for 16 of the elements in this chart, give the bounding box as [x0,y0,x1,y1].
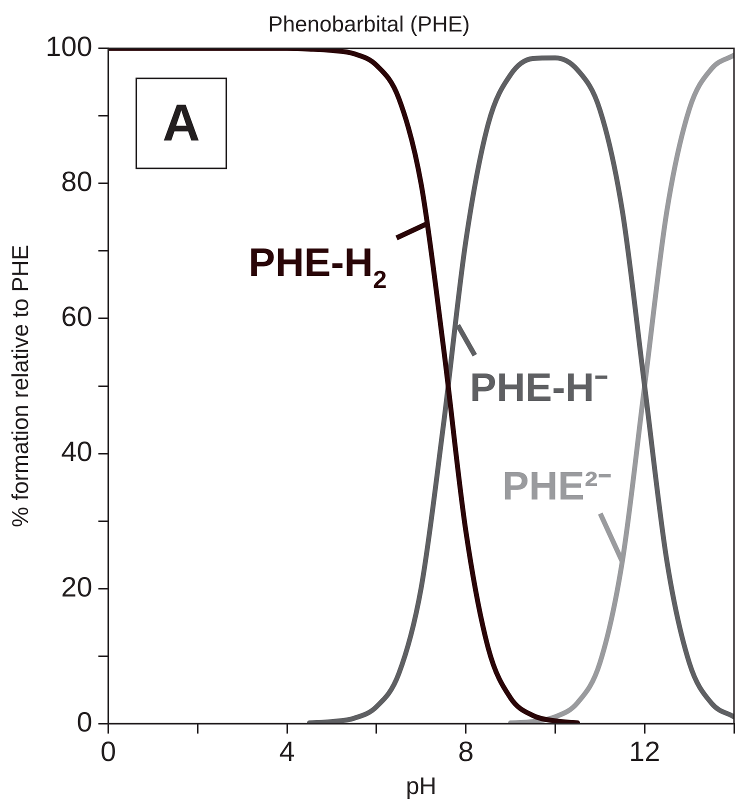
y-tick-label: 0 [76,706,92,738]
annotation: A [162,94,200,153]
y-tick-label: 100 [46,31,92,62]
chart-title: Phenobarbital (PHE) [268,11,470,36]
y-axis-title: % formation relative to PHE [7,244,34,528]
y-tick-label: 80 [61,166,92,198]
y-tick-label: 60 [61,301,92,332]
x-axis-title: pH [406,773,436,800]
y-tick-label: 20 [61,571,92,602]
x-tick-label: 12 [629,736,660,768]
x-tick-label: 0 [100,736,116,768]
legend-label: PHE-H⁻ [470,366,608,410]
x-tick-label: 4 [279,736,295,768]
series-label: PHE²⁻ [502,464,612,509]
x-tick-label: 8 [458,736,474,768]
y-tick-label: 40 [61,436,92,468]
